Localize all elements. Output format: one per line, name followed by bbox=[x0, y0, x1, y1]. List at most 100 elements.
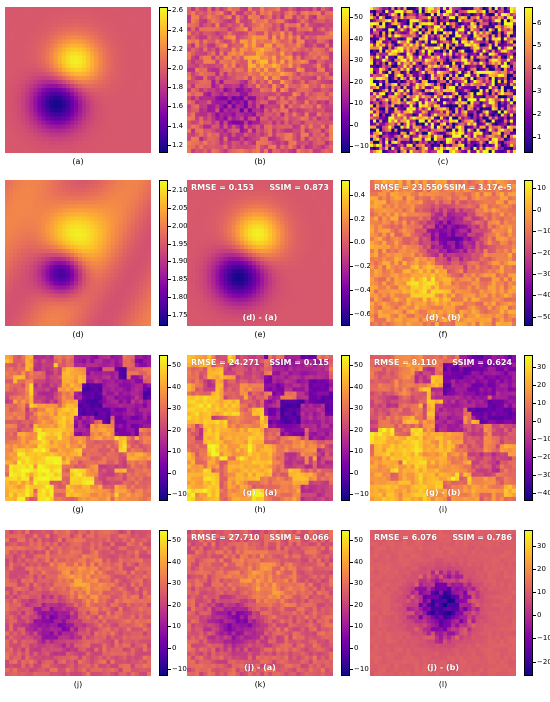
colorbar-tick-label: 2.6 bbox=[172, 7, 183, 14]
ssim-label: SSIM = 0.624 bbox=[452, 358, 512, 367]
difference-label: (j) - (b) bbox=[370, 663, 516, 672]
ssim-label: SSIM = 0.115 bbox=[269, 358, 329, 367]
colorbar-tick-label: 0.4 bbox=[354, 192, 365, 199]
heatmap-image-f bbox=[370, 180, 516, 326]
colorbar-tick-label: 1.2 bbox=[172, 142, 183, 149]
difference-label: (d) - (a) bbox=[187, 313, 333, 322]
rmse-label: RMSE = 23.550 bbox=[374, 183, 443, 192]
colorbar-tick-label: 50 bbox=[354, 14, 363, 21]
panel-caption: (f) bbox=[370, 330, 516, 339]
colorbar-tick-label: 10 bbox=[354, 623, 363, 630]
colorbar-tick-label: 6 bbox=[537, 20, 541, 27]
colorbar-tick-label: 2.2 bbox=[172, 46, 183, 53]
heatmap-image-c bbox=[370, 7, 516, 153]
ssim-label: SSIM = 0.786 bbox=[452, 533, 512, 542]
colorbar-tick-label: −40 bbox=[537, 292, 550, 299]
colorbar-tick-label: 40 bbox=[354, 36, 363, 43]
colorbar-tick-label: 20 bbox=[172, 602, 181, 609]
colorbar-tick-label: 0.0 bbox=[354, 239, 365, 246]
colorbar-tick-label: 10 bbox=[537, 185, 546, 192]
colorbar-tick-label: 50 bbox=[354, 537, 363, 544]
panel-caption: (l) bbox=[370, 680, 516, 689]
colorbar-tick-label: 1 bbox=[537, 134, 541, 141]
colorbar-tick-label: 20 bbox=[537, 382, 546, 389]
colorbar-e bbox=[341, 180, 350, 326]
colorbar-tick-label: 30 bbox=[354, 57, 363, 64]
colorbar-tick-label: 1.8 bbox=[172, 84, 183, 91]
colorbar-tick-label: −10 bbox=[172, 491, 187, 498]
difference-label: (j) - (a) bbox=[187, 663, 333, 672]
heatmap-image-d bbox=[5, 180, 151, 326]
colorbar-tick-label: 1.80 bbox=[172, 294, 188, 301]
colorbar-tick-label: 50 bbox=[354, 362, 363, 369]
panel-caption: (h) bbox=[187, 505, 333, 514]
colorbar-tick-label: 1.75 bbox=[172, 312, 188, 319]
colorbar-tick-label: 30 bbox=[537, 364, 546, 371]
colorbar-k bbox=[341, 530, 350, 676]
colorbar-tick-label: −10 bbox=[537, 436, 550, 443]
colorbar-j bbox=[159, 530, 168, 676]
colorbar-b bbox=[341, 7, 350, 153]
colorbar-tick-label: 50 bbox=[172, 537, 181, 544]
colorbar-tick-label: −20 bbox=[537, 659, 550, 666]
colorbar-tick-label: 2.05 bbox=[172, 205, 188, 212]
colorbar-tick-label: −50 bbox=[537, 314, 550, 321]
colorbar-tick-label: 10 bbox=[354, 100, 363, 107]
colorbar-tick-label: 1.85 bbox=[172, 276, 188, 283]
colorbar-tick-label: 50 bbox=[172, 362, 181, 369]
colorbar-tick-label: 20 bbox=[354, 79, 363, 86]
ssim-label: SSIM = 0.066 bbox=[269, 533, 329, 542]
colorbar-tick-label: 40 bbox=[172, 559, 181, 566]
colorbar-tick-label: 30 bbox=[537, 543, 546, 550]
colorbar-tick-label: −20 bbox=[537, 454, 550, 461]
rmse-label: RMSE = 8.110 bbox=[374, 358, 437, 367]
colorbar-tick-label: 30 bbox=[354, 405, 363, 412]
panel-caption: (e) bbox=[187, 330, 333, 339]
colorbar-tick-label: 5 bbox=[537, 42, 541, 49]
colorbar-f bbox=[524, 180, 533, 326]
colorbar-tick-label: 30 bbox=[354, 580, 363, 587]
heatmap-image-k bbox=[187, 530, 333, 676]
colorbar-tick-label: −0.6 bbox=[354, 311, 371, 318]
ssim-label: SSIM = 0.873 bbox=[269, 183, 329, 192]
difference-label: (g) - (a) bbox=[187, 488, 333, 497]
panel-b: 50 40 30 20 10 0 −10 (b) bbox=[187, 7, 367, 179]
colorbar-c bbox=[524, 7, 533, 153]
heatmap-image-l bbox=[370, 530, 516, 676]
rmse-label: RMSE = 0.153 bbox=[191, 183, 254, 192]
heatmap-image-e bbox=[187, 180, 333, 326]
colorbar-tick-label: 10 bbox=[354, 448, 363, 455]
rmse-label: RMSE = 6.076 bbox=[374, 533, 437, 542]
colorbar-tick-label: −10 bbox=[354, 143, 369, 150]
colorbar-tick-label: 4 bbox=[537, 65, 541, 72]
colorbar-tick-label: 0 bbox=[354, 645, 358, 652]
colorbar-tick-label: 2.0 bbox=[172, 65, 183, 72]
colorbar-tick-label: 30 bbox=[172, 580, 181, 587]
colorbar-tick-label: 0 bbox=[354, 122, 358, 129]
colorbar-tick-label: −30 bbox=[537, 271, 550, 278]
colorbar-tick-label: 3 bbox=[537, 88, 541, 95]
heatmap-image-h bbox=[187, 355, 333, 501]
rmse-label: RMSE = 27.710 bbox=[191, 533, 260, 542]
colorbar-tick-label: 0 bbox=[172, 470, 176, 477]
difference-label: (d) - (b) bbox=[370, 313, 516, 322]
colorbar-tick-label: 1.6 bbox=[172, 103, 183, 110]
colorbar-tick-label: 20 bbox=[537, 566, 546, 573]
colorbar-tick-label: −0.2 bbox=[354, 263, 371, 270]
colorbar-tick-label: −10 bbox=[537, 228, 550, 235]
heatmap-image-b bbox=[187, 7, 333, 153]
colorbar-d bbox=[159, 180, 168, 326]
colorbar-tick-label: −40 bbox=[537, 490, 550, 497]
panel-caption: (g) bbox=[5, 505, 151, 514]
panel-caption: (b) bbox=[187, 157, 333, 166]
heatmap-image-i bbox=[370, 355, 516, 501]
colorbar-tick-label: 20 bbox=[354, 602, 363, 609]
